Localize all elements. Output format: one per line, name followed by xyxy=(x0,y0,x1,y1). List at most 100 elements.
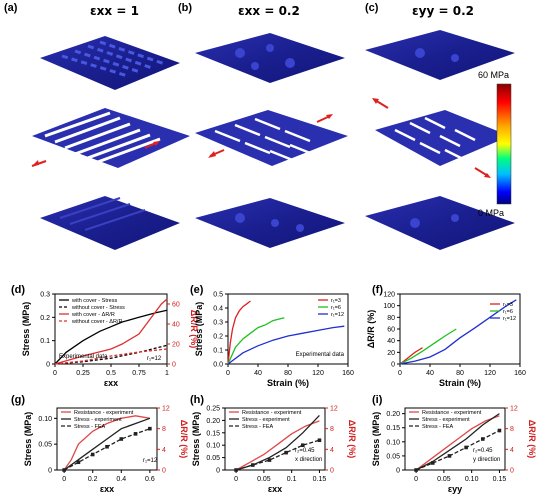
panel-label-e: (e) xyxy=(190,284,204,296)
annotation-d: Experimental data xyxy=(59,354,108,360)
series-marker-h-2 xyxy=(284,450,288,455)
legend-label-d: with cover - ΔR/R xyxy=(71,312,115,318)
y2-tick-label-i: 8 xyxy=(510,426,514,433)
y2-tick-label-d: 0 xyxy=(172,362,176,369)
x-tick-label-d: 0.25 xyxy=(76,370,90,377)
x-tick-label-i: 0.15 xyxy=(493,476,507,483)
series-marker-g-2 xyxy=(76,460,81,465)
series-line-e-2 xyxy=(227,325,345,365)
legend-label-f: r₁=6 xyxy=(503,309,513,315)
legend-label-i: Resistance - experiment xyxy=(422,410,482,416)
y-tick-label-e: 0.5 xyxy=(213,292,223,299)
series-marker-i-2 xyxy=(480,437,485,441)
legend-label-d: with cover - Stress xyxy=(71,298,117,304)
legend-label-f: r₁=3 xyxy=(503,302,513,308)
sheet-c-bottom xyxy=(365,196,515,250)
colorbar xyxy=(496,83,512,205)
y-tick-label-i: 0.05 xyxy=(386,453,400,460)
series-line-g-1 xyxy=(63,417,151,471)
legend-label-d: without cover - Stress xyxy=(71,305,125,311)
y-tick-label-d: 0.2 xyxy=(40,315,50,322)
series-marker-g-2 xyxy=(62,468,66,472)
series-marker-h-2 xyxy=(234,468,238,472)
x-axis-label-h: εxx xyxy=(268,484,282,494)
y-axis-label-g: Stress (MPa) xyxy=(23,412,33,467)
legend-label-h: Stress - experiment xyxy=(242,417,290,423)
y-tick-label-i: 0.20 xyxy=(386,411,400,418)
y-tick-label-e: 0.3 xyxy=(213,320,223,327)
series-line-i-2 xyxy=(415,429,500,471)
x-axis-label-d: εxx xyxy=(104,378,118,388)
annotation-i: y direction xyxy=(473,457,500,463)
legend-label-d: without cover - ΔR/R xyxy=(71,319,122,325)
sheet-a-middle xyxy=(32,108,190,168)
series-line-i-0 xyxy=(415,415,500,471)
series-marker-i-2 xyxy=(464,445,468,450)
y-axis-label-i: Stress (MPa) xyxy=(371,412,381,467)
x-tick-label-e: 120 xyxy=(312,370,324,377)
y2-tick-label-i: 0 xyxy=(510,468,514,475)
legend-label-e: r₁=3 xyxy=(331,298,341,304)
y-tick-label-h: 0.20 xyxy=(206,418,220,425)
y-tick-label-h: 0 xyxy=(216,468,220,475)
y-tick-label-i: 0.10 xyxy=(386,439,400,446)
series-marker-g-2 xyxy=(90,452,95,457)
y-tick-label-e: 0.0 xyxy=(213,362,223,369)
panel-label-g: (g) xyxy=(11,394,25,406)
x-tick-label-g: 0.2 xyxy=(88,476,98,483)
y-tick-label-f: 0 xyxy=(391,362,395,369)
annotation-d: r₁=12 xyxy=(147,356,162,362)
plot-frame-i xyxy=(404,407,506,471)
panel-label-f: (f) xyxy=(372,284,383,296)
legend-label-e: r₁=12 xyxy=(331,312,344,318)
series-marker-g-2 xyxy=(105,444,109,449)
panel-label-d: (d) xyxy=(11,284,25,296)
series-marker-h-2 xyxy=(250,463,255,467)
series-line-f-0 xyxy=(399,347,423,365)
annotation-g: r₁=12 xyxy=(143,458,158,464)
legend-label-h: Resistance - experiment xyxy=(242,410,302,416)
panel-label-a: (a) xyxy=(4,2,18,14)
panel-label-h: (h) xyxy=(190,394,204,406)
sheet-a-top xyxy=(40,36,180,90)
series-line-d-1 xyxy=(54,344,168,365)
annotation-i: r₂=0.45 xyxy=(473,448,493,454)
x-tick-label-h: 0.15 xyxy=(313,476,327,483)
series-marker-g-2 xyxy=(119,437,124,441)
y2-axis-label-d: ΔR/R (%) xyxy=(189,310,199,348)
y2-tick-label-i: 4 xyxy=(510,447,514,454)
y-tick-label-h: 0.25 xyxy=(206,406,220,413)
plot-frame-g xyxy=(56,407,158,471)
annotation-h: x direction xyxy=(295,457,322,463)
series-line-i-1 xyxy=(415,413,500,471)
colorbar-max-label: 60 MPa xyxy=(478,70,510,80)
series-marker-g-2 xyxy=(133,432,138,436)
x-tick-label-f: 80 xyxy=(456,370,464,377)
legend-label-e: r₁=6 xyxy=(331,305,341,311)
y2-tick-label-i: 12 xyxy=(510,406,518,413)
legend-label-g: Resistance - experiment xyxy=(74,410,134,416)
y-tick-label-f: 100 xyxy=(383,303,395,310)
y-tick-label-f: 20 xyxy=(387,350,395,357)
y2-tick-label-g: 4 xyxy=(162,447,166,454)
y2-tick-label-h: 4 xyxy=(330,447,334,454)
y2-tick-label-h: 8 xyxy=(330,426,334,433)
y-axis-label-f: ΔR/R (%) xyxy=(366,310,376,348)
x-tick-label-i: 0.10 xyxy=(465,476,479,483)
series-line-e-0 xyxy=(227,300,251,365)
legend-label-i: Stress - FEA xyxy=(422,424,454,430)
y-tick-label-g: 0 xyxy=(48,468,52,475)
y-tick-label-f: 80 xyxy=(387,315,395,322)
y-tick-label-d: 0.1 xyxy=(40,338,50,345)
annotation-e: Experimental data xyxy=(296,352,345,358)
y-tick-label-i: 0.15 xyxy=(386,425,400,432)
x-axis-label-f: Strain (%) xyxy=(439,378,481,388)
sheet-b-top xyxy=(195,33,345,83)
y-tick-label-h: 0.15 xyxy=(206,430,220,437)
y-tick-label-i: 0 xyxy=(396,468,400,475)
sheet-b-middle xyxy=(195,110,348,166)
x-tick-label-i: 0.05 xyxy=(437,476,451,483)
y2-tick-label-d: 40 xyxy=(172,322,180,329)
y-axis-label-d: Stress (MPa) xyxy=(21,302,31,357)
